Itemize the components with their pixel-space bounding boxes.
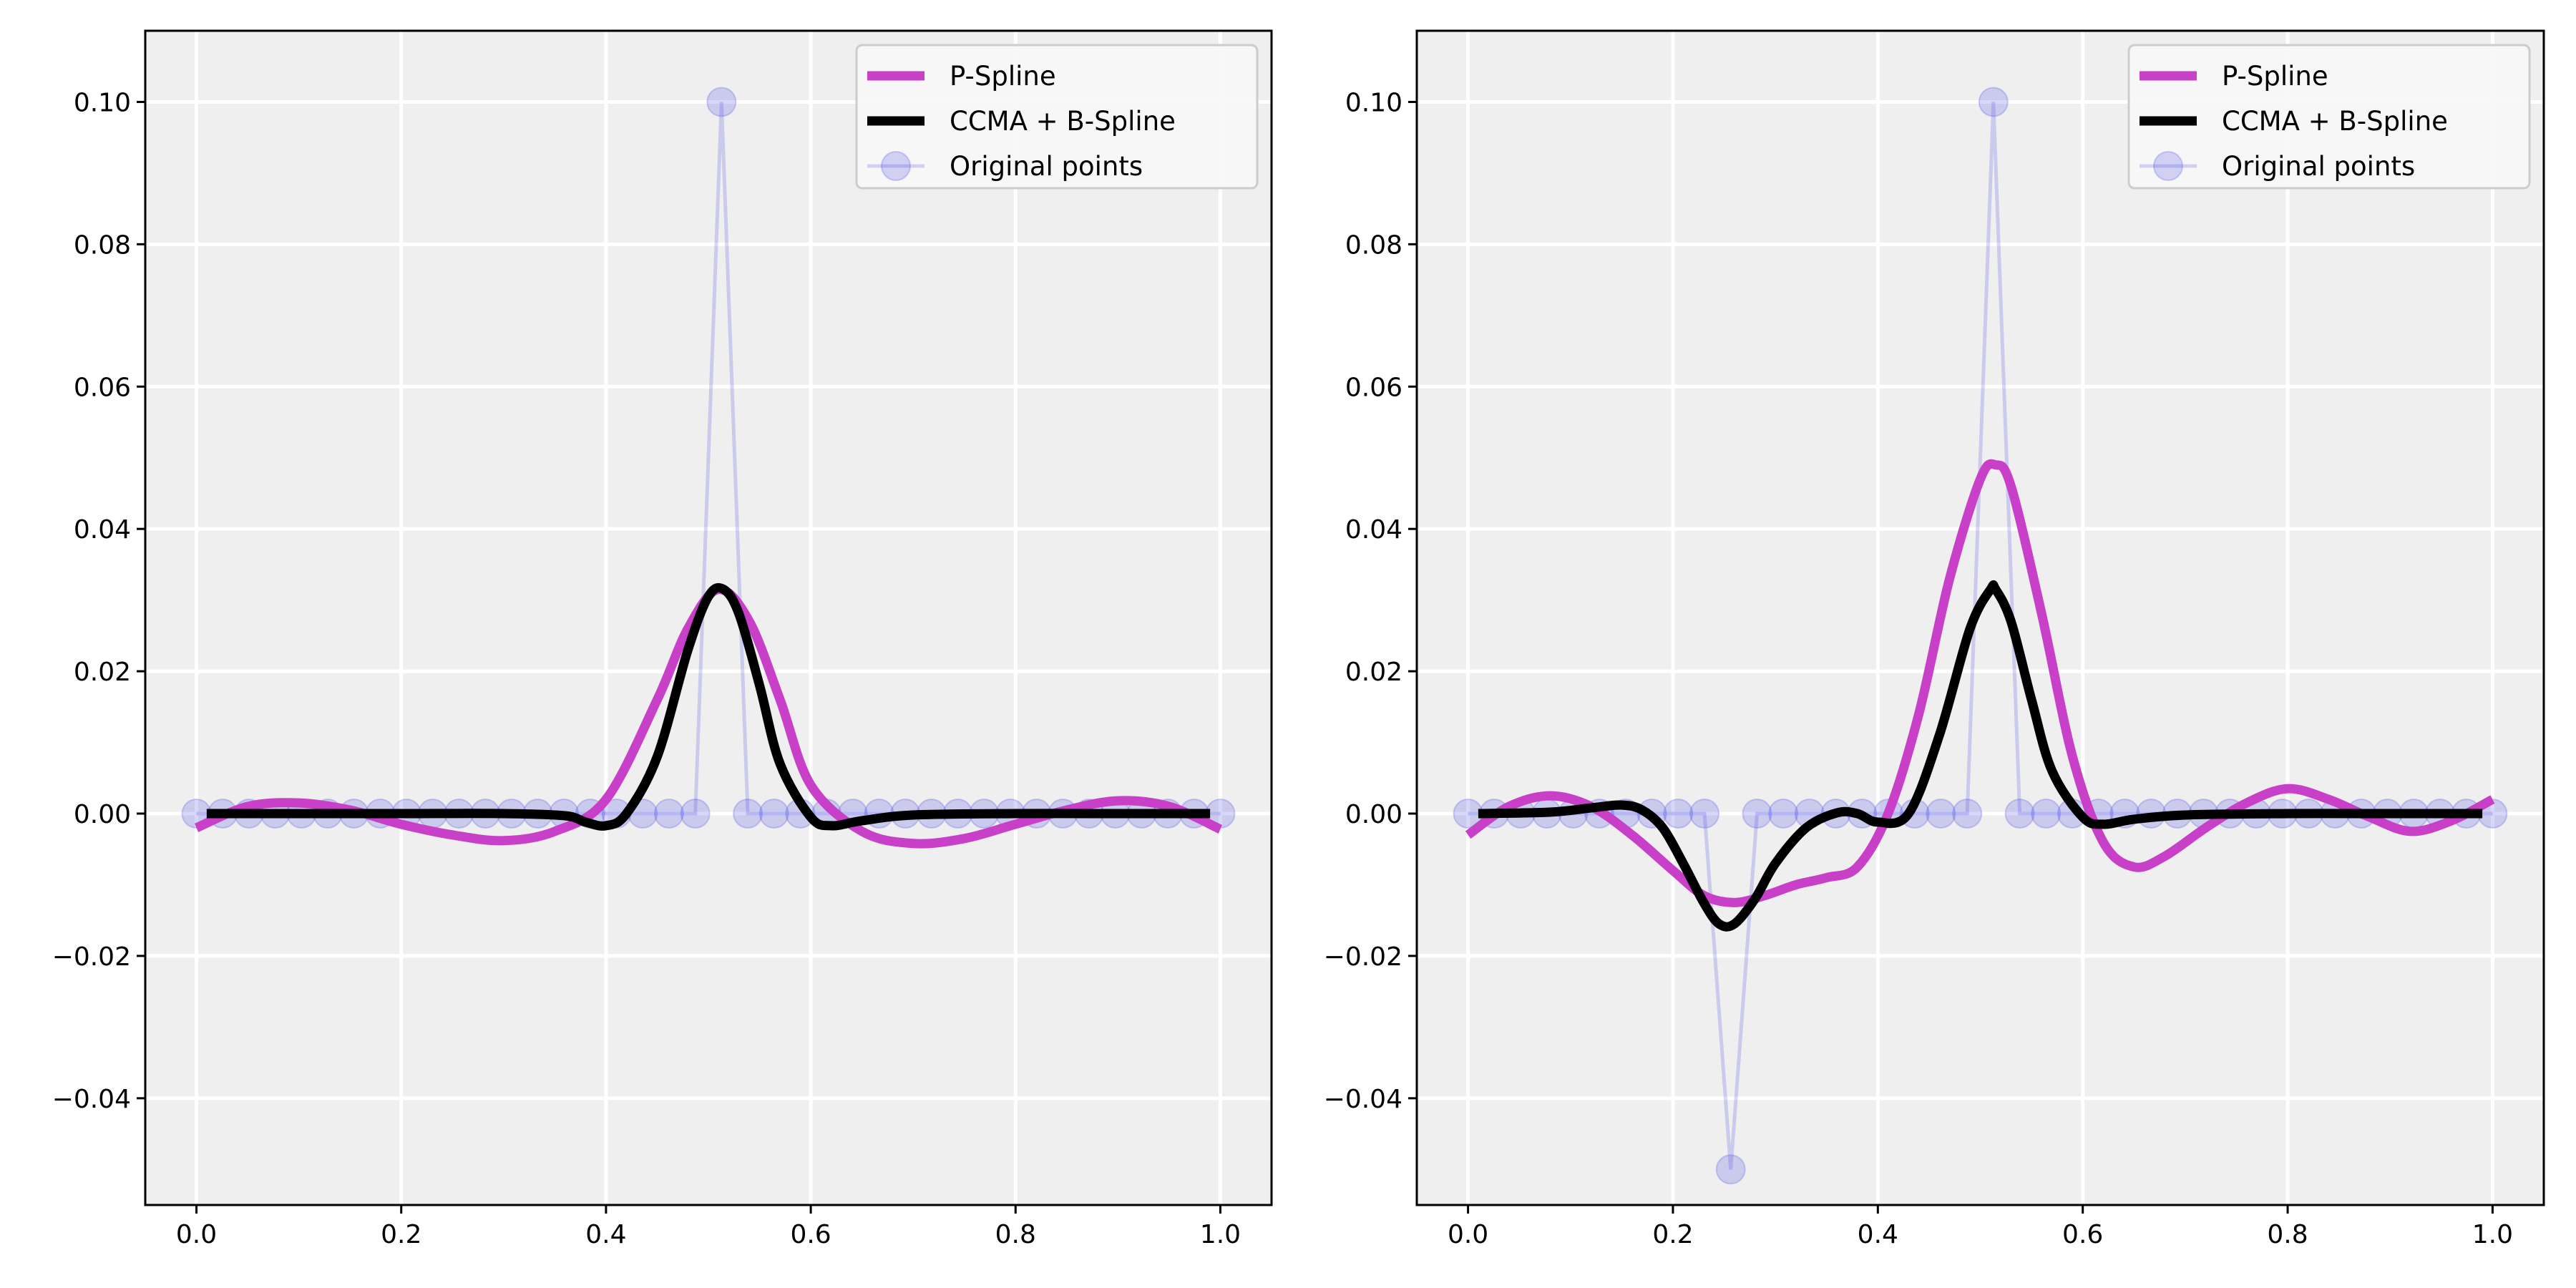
original-point [758, 799, 789, 829]
original-point [2004, 799, 2035, 829]
y-tick-label: 0.02 [74, 658, 131, 687]
x-tick-label: 0.6 [2062, 1220, 2103, 1249]
series-group [181, 87, 1236, 849]
plot-area [145, 31, 1272, 1205]
y-tick-label: −0.04 [52, 1085, 131, 1114]
legend-label: Original points [950, 151, 1143, 182]
x-tick-label: 0.0 [176, 1220, 217, 1249]
original-point [1978, 87, 2009, 117]
y-tick-label: 0.02 [1345, 658, 1402, 687]
legend-label: CCMA + B-Spline [2222, 106, 2448, 137]
series-group [1453, 87, 2508, 1185]
axes-frame [144, 29, 1273, 1206]
y-tick-label: 0.00 [1345, 800, 1402, 829]
original-point [1926, 799, 1956, 829]
y-tick-label: 0.06 [1345, 373, 1402, 402]
y-tick-label: 0.06 [74, 373, 131, 402]
chart-panel-2: 0.0 0.2 0.4 0.6 0.8 1.0 −0.04 −0.02 0.00 0.02 0.04… [1324, 29, 2545, 1249]
y-tick-label: 0.04 [1345, 515, 1402, 545]
y-tick-label: −0.02 [1324, 942, 1402, 972]
ccma-bspline-line [206, 582, 1211, 831]
x-tick-label: 0.2 [381, 1220, 421, 1249]
original-point [706, 87, 737, 117]
plot-area [1417, 31, 2544, 1205]
original-point [1742, 799, 1772, 829]
original-point [1715, 1154, 1746, 1185]
ccma-bspline-line [1478, 580, 2483, 932]
original-point [653, 799, 684, 829]
legend: P-Spline CCMA + B-Spline Original points [2127, 44, 2531, 190]
original-point [2031, 799, 2062, 829]
chart-panel-1: 0.0 0.2 0.4 0.6 0.8 1.0 −0.04 −0.02 0.00 0.02 0.04… [52, 29, 1273, 1249]
original-point [680, 799, 711, 829]
y-tick-label: −0.02 [52, 942, 131, 972]
legend-marker-original-points [881, 151, 911, 181]
x-tick-label: 1.0 [1200, 1220, 1241, 1249]
legend-label: Original points [2222, 151, 2415, 182]
x-tick-label: 1.0 [2472, 1220, 2513, 1249]
legend-label: P-Spline [2222, 61, 2328, 92]
legend-box [2127, 44, 2531, 190]
y-tick-label: 0.10 [74, 88, 131, 117]
p-spline-line [1465, 459, 2495, 907]
x-tick-label: 0.4 [585, 1220, 626, 1249]
legend-label: CCMA + B-Spline [950, 106, 1176, 137]
legend-box [855, 44, 1259, 190]
legend: P-Spline CCMA + B-Spline Original points [855, 44, 1259, 190]
legend-marker-original-points [2153, 151, 2183, 181]
axes-frame [1415, 29, 2545, 1206]
x-tick-label: 0.0 [1448, 1220, 1488, 1249]
original-point [1663, 799, 1694, 829]
x-tick-label: 0.8 [995, 1220, 1036, 1249]
original-point [1689, 799, 1720, 829]
y-tick-label: 0.04 [74, 515, 131, 545]
y-tick-label: 0.00 [74, 800, 131, 829]
legend-label: P-Spline [950, 61, 1056, 92]
x-tick-label: 0.2 [1652, 1220, 1693, 1249]
x-tick-label: 0.6 [790, 1220, 831, 1249]
y-tick-label: 0.08 [1345, 230, 1402, 260]
x-tick-label: 0.8 [2267, 1220, 2308, 1249]
y-tick-label: 0.10 [1345, 88, 1402, 117]
x-tick-label: 0.4 [1858, 1220, 1898, 1249]
y-tick-label: 0.08 [74, 230, 131, 260]
y-tick-label: −0.04 [1324, 1085, 1402, 1114]
original-point [1952, 799, 1983, 829]
original-point [733, 799, 763, 829]
original-point [1768, 799, 1799, 829]
